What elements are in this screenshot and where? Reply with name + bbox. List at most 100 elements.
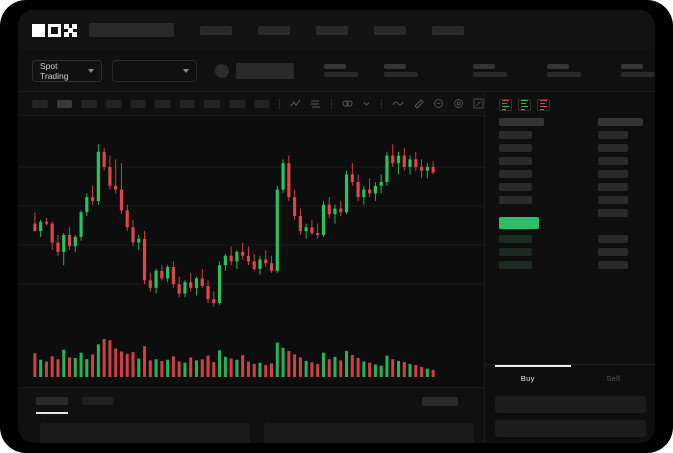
orders-tabs	[36, 397, 114, 405]
orderbook-row[interactable]	[499, 183, 532, 191]
fullscreen-icon[interactable]	[473, 98, 484, 109]
chart-toolbar	[18, 92, 484, 116]
app-screen: Spot Trading	[18, 10, 655, 443]
bottom-panel-right[interactable]	[264, 423, 474, 443]
orderbook-row[interactable]	[499, 144, 532, 152]
timeframe-button-1[interactable]	[32, 99, 48, 108]
tab-sell-label: Sell	[606, 373, 621, 383]
pair-stats-right	[473, 64, 655, 77]
search-input[interactable]	[89, 23, 174, 37]
stat-item	[473, 64, 507, 77]
orderbook-row[interactable]	[598, 248, 628, 256]
orderbook-both-icon[interactable]	[499, 99, 512, 111]
orders-action-1[interactable]	[422, 397, 458, 406]
orderbook-row[interactable]	[499, 170, 532, 178]
timeframe-button-6[interactable]	[155, 99, 171, 108]
orderbook-row[interactable]	[598, 209, 628, 217]
orderbook-row[interactable]	[499, 131, 532, 139]
orderbook-row[interactable]	[598, 261, 628, 269]
timeframe-button-7[interactable]	[179, 99, 196, 108]
toolbar-divider	[381, 98, 383, 109]
orderbook-row[interactable]	[499, 157, 532, 165]
trade-panel: Buy Sell	[484, 92, 655, 443]
orders-actions	[422, 397, 470, 406]
orderbook-header-amount	[598, 118, 643, 126]
stat-item	[547, 64, 581, 77]
pair-identity[interactable]	[215, 62, 294, 79]
chevron-down-icon[interactable]	[362, 99, 371, 108]
trendline-icon[interactable]	[290, 99, 301, 108]
volume-histogram[interactable]	[18, 331, 484, 387]
orderbook-row[interactable]	[499, 261, 532, 269]
orderbook-row[interactable]	[598, 183, 628, 191]
tab-sell[interactable]: Sell	[571, 365, 656, 391]
top-nav	[18, 10, 655, 50]
nav-link-2[interactable]	[258, 25, 290, 35]
lock-icon[interactable]	[453, 98, 464, 109]
chevron-down-icon	[183, 68, 189, 73]
shapes-icon[interactable]	[342, 99, 353, 108]
orderbook-row[interactable]	[499, 248, 532, 256]
orderbook-asks-icon[interactable]	[537, 99, 550, 111]
pair-select[interactable]	[112, 59, 197, 82]
orderbook-row[interactable]	[499, 235, 532, 243]
timeframe-button-8[interactable]	[204, 99, 220, 108]
nav-link-4[interactable]	[374, 25, 406, 35]
orderbook-row[interactable]	[598, 131, 628, 139]
tab-open-orders[interactable]	[36, 397, 68, 405]
candlestick-chart[interactable]	[18, 116, 484, 331]
nav-link-3[interactable]	[316, 25, 348, 35]
bottom-panel-left[interactable]	[40, 423, 250, 443]
nav-link-5[interactable]	[432, 25, 464, 35]
fib-retracement-icon[interactable]	[310, 99, 321, 108]
timeframe-button-9[interactable]	[229, 99, 245, 108]
chart-canvas	[18, 144, 484, 307]
okx-logo-icon[interactable]	[32, 23, 77, 38]
toolbar-divider	[279, 98, 281, 109]
orderbook-bid-column	[499, 118, 544, 274]
trading-mode-select[interactable]: Spot Trading	[32, 59, 103, 82]
orderbook-row[interactable]	[598, 196, 628, 204]
active-tab-indicator	[36, 412, 68, 414]
timeframe-button-4[interactable]	[105, 99, 122, 108]
active-tab-indicator	[495, 365, 571, 367]
buy-sell-tabs: Buy Sell	[485, 364, 655, 390]
orderbook-row[interactable]	[499, 196, 532, 204]
tab-order-history[interactable]	[82, 397, 114, 405]
orders-tabs-bar	[18, 387, 484, 420]
orderbook-header-price	[499, 118, 544, 126]
ruler-icon[interactable]	[413, 98, 424, 109]
order-amount-input[interactable]	[495, 420, 646, 437]
pair-header: Spot Trading	[18, 50, 655, 92]
nav-link-1[interactable]	[200, 25, 232, 35]
order-form	[495, 396, 646, 443]
timeframe-button-2[interactable]	[56, 99, 73, 108]
volume-canvas	[33, 339, 435, 378]
timeframe-button-5[interactable]	[130, 99, 147, 108]
orderbook-current-price[interactable]	[499, 217, 539, 229]
order-price-input[interactable]	[495, 396, 646, 413]
orderbook[interactable]	[485, 118, 655, 358]
coin-icon	[215, 63, 229, 78]
timeframe-button-3[interactable]	[81, 99, 97, 108]
magnet-icon[interactable]	[433, 98, 444, 109]
wave-icon[interactable]	[392, 99, 404, 108]
nav-links	[200, 25, 464, 35]
orderbook-row[interactable]	[598, 144, 628, 152]
chevron-down-icon	[88, 68, 95, 73]
orderbook-row[interactable]	[598, 235, 628, 243]
pair-stats-left	[324, 64, 418, 77]
stat-item	[384, 64, 418, 77]
orderbook-row[interactable]	[598, 170, 628, 178]
bottom-panels	[18, 420, 484, 443]
tab-buy[interactable]: Buy	[485, 365, 571, 391]
timeframe-button-10[interactable]	[253, 99, 270, 108]
orderbook-bids-icon[interactable]	[518, 99, 531, 111]
stat-item	[324, 64, 358, 77]
orderbook-ask-column	[598, 118, 643, 274]
pair-name	[236, 62, 294, 79]
stat-item	[621, 64, 655, 77]
orderbook-view-toggles	[485, 92, 655, 111]
orderbook-row[interactable]	[598, 157, 628, 165]
